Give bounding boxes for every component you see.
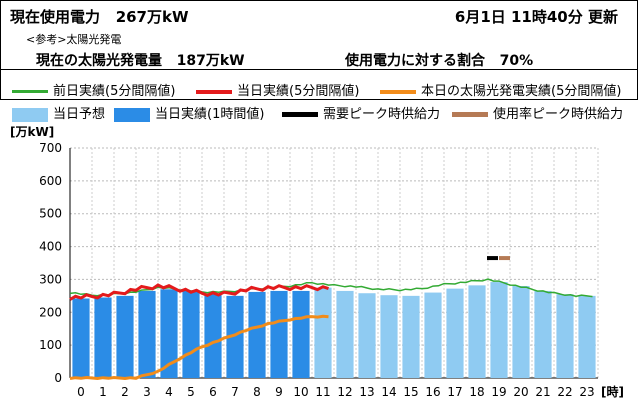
x-tick-label: 3	[143, 385, 151, 399]
y-tick-label: 400	[39, 240, 62, 254]
forecast-bar	[380, 295, 398, 378]
actual-hourly-bar	[138, 290, 156, 378]
y-tick-label: 100	[39, 338, 62, 352]
current-usage-value: 267万kW	[115, 8, 189, 26]
x-tick-label: 11	[315, 385, 330, 399]
ratio-label: 使用電力に対する割合	[345, 53, 485, 69]
forecast-bar	[402, 295, 420, 378]
header-panel	[0, 0, 638, 100]
legend-forecast: 当日予想	[12, 103, 105, 122]
y-tick-label: 200	[39, 305, 62, 319]
legend-swatch-forecast	[12, 107, 48, 122]
forecast-bar	[314, 287, 332, 378]
actual-hourly-bar	[160, 289, 178, 378]
x-tick-label: 23	[579, 385, 594, 399]
x-tick-label: 16	[425, 385, 440, 399]
x-tick-label: 4	[165, 385, 173, 399]
x-tick-label: 8	[253, 385, 261, 399]
today-actual-5min-series-line	[69, 283, 329, 301]
legend-today-5min: 当日実績(5分間隔値)	[196, 80, 359, 99]
forecast-bar	[534, 290, 552, 378]
legend-label-demand-peak: 需要ピーク時供給力	[323, 107, 441, 122]
x-tick-label: 21	[535, 385, 550, 399]
legend-label-usage-peak: 使用率ピーク時供給力	[493, 107, 624, 122]
legend-swatch-usage-peak	[452, 112, 488, 117]
x-tick-label: 22	[557, 385, 572, 399]
legend-solar: 本日の太陽光発電実績(5分間隔値)	[380, 80, 621, 99]
x-tick-label: 1	[99, 385, 107, 399]
prev-day-series-line	[69, 278, 593, 298]
x-tick-label: 15	[403, 385, 418, 399]
x-tick-label: 7	[231, 385, 239, 399]
actual-hourly-bar	[72, 298, 90, 378]
reference-label: <参考>太陽光発電	[26, 33, 122, 46]
date-time: 6月1日 11時40分	[454, 8, 583, 26]
actual-hourly-bar	[248, 291, 266, 378]
forecast-bar	[512, 286, 530, 378]
legend-label-today-5min: 当日実績(5分間隔値)	[237, 84, 360, 99]
solar-generation: 現在の太陽光発電量 187万kW	[36, 50, 245, 70]
legend-swatch-demand-peak	[282, 112, 318, 117]
legend-swatch-today-5min	[196, 89, 232, 94]
x-tick-label: 2	[121, 385, 129, 399]
legend-prev-day: 前日実績(5分間隔値)	[12, 80, 175, 99]
update-time: 6月1日 11時40分 更新	[455, 6, 618, 27]
y-tick-label: 700	[39, 141, 62, 155]
legend-label-prev-day: 前日実績(5分間隔値)	[53, 84, 176, 99]
x-tick-label: 14	[381, 385, 396, 399]
actual-hourly-bar	[116, 295, 134, 378]
legend-usage-peak: 使用率ピーク時供給力	[452, 103, 623, 122]
actual-hourly-bar	[94, 297, 112, 378]
forecast-bar	[446, 288, 464, 378]
x-tick-label: 20	[513, 385, 528, 399]
x-tick-label: 6	[209, 385, 217, 399]
y-tick-label: 500	[39, 207, 62, 221]
legend-label-solar: 本日の太陽光発電実績(5分間隔値)	[421, 84, 622, 99]
header-divider	[0, 69, 638, 70]
x-unit-label: [時]	[601, 384, 624, 399]
solar-series-line	[69, 314, 329, 381]
legend-swatch-actual-hourly	[114, 107, 150, 122]
current-usage-label: 現在使用電力	[10, 8, 101, 26]
x-tick-label: 18	[469, 385, 484, 399]
solar-ratio: 使用電力に対する割合 70%	[345, 50, 533, 70]
forecast-bar	[358, 293, 376, 378]
x-tick-label: 12	[337, 385, 352, 399]
actual-hourly-bar	[182, 290, 200, 378]
actual-hourly-bar	[204, 294, 222, 378]
x-tick-label: 13	[359, 385, 374, 399]
current-usage: 現在使用電力 267万kW	[10, 6, 189, 27]
x-tick-label: 9	[275, 385, 283, 399]
legend-label-actual-hourly: 当日実績(1時間値)	[155, 107, 265, 122]
legend-swatch-prev-day	[12, 90, 48, 93]
y-tick-label: 0	[54, 371, 62, 385]
forecast-bar	[556, 294, 574, 378]
forecast-bar	[578, 295, 596, 378]
x-tick-label: 17	[447, 385, 462, 399]
legend-demand-peak: 需要ピーク時供給力	[282, 103, 440, 122]
actual-hourly-bar	[226, 295, 244, 378]
forecast-bar	[468, 285, 486, 378]
updated-label: 更新	[587, 8, 618, 26]
y-unit-label: [万kW]	[10, 125, 54, 139]
solar-label: 現在の太陽光発電量	[36, 53, 162, 69]
x-tick-label: 10	[293, 385, 308, 399]
legend-swatch-solar	[380, 89, 416, 94]
y-tick-label: 600	[39, 174, 62, 188]
y-tick-label: 300	[39, 272, 62, 286]
legend-label-forecast: 当日予想	[53, 107, 106, 122]
forecast-bar	[336, 290, 354, 378]
legend-actual-hourly: 当日実績(1時間値)	[114, 103, 264, 122]
ratio-value: 70%	[499, 53, 534, 69]
actual-hourly-bar	[292, 290, 310, 378]
forecast-bar	[490, 282, 508, 378]
x-tick-label: 19	[491, 385, 506, 399]
actual-hourly-bar	[270, 290, 288, 378]
x-tick-label: 5	[187, 385, 195, 399]
forecast-bar	[424, 292, 442, 378]
solar-value: 187万kW	[176, 53, 245, 69]
x-tick-label: 0	[77, 385, 85, 399]
